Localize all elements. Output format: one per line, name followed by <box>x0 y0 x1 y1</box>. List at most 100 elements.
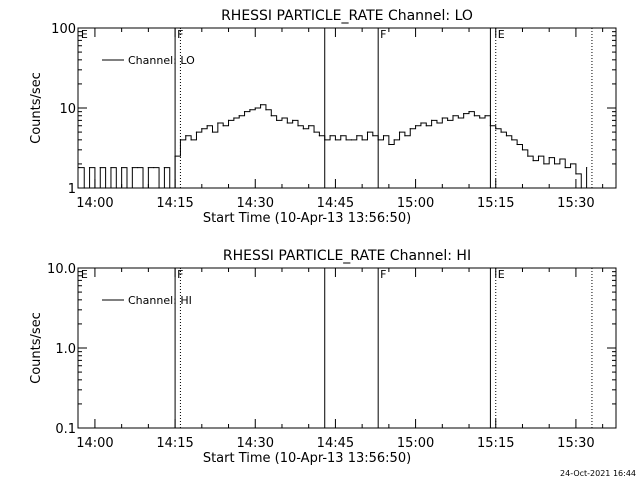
y-tick-label: 10.0 <box>47 262 76 277</box>
data-point <box>447 119 449 121</box>
data-point <box>372 135 374 137</box>
x-tick-label: 15:15 <box>477 196 514 211</box>
x-axis-label: Start Time (10-Apr-13 13:56:50) <box>203 211 411 226</box>
data-point <box>105 187 107 189</box>
data-point <box>580 187 582 189</box>
event-marker-label: F <box>380 268 386 281</box>
data-point <box>270 115 272 117</box>
data-point <box>521 149 524 151</box>
data-point <box>302 128 304 130</box>
event-marker-label: E <box>81 28 88 41</box>
event-marker-label: E <box>81 268 88 281</box>
data-point <box>201 128 203 130</box>
data-point <box>436 122 438 124</box>
plot-frame <box>77 27 617 189</box>
data-point <box>382 135 385 137</box>
data-point <box>131 166 133 169</box>
y-tick-label: 0.1 <box>55 422 76 437</box>
data-point <box>158 187 160 189</box>
data-point <box>313 131 315 133</box>
data-point <box>185 135 187 137</box>
data-point <box>324 139 326 141</box>
legend-label: Channel: LO <box>128 54 195 67</box>
x-tick-label: 14:45 <box>317 436 354 451</box>
data-point <box>227 119 230 121</box>
data-point <box>409 128 411 130</box>
data-point <box>495 128 497 130</box>
x-tick-label: 14:00 <box>76 436 113 451</box>
data-point <box>121 166 123 169</box>
legend-label: Channel: HI <box>128 294 192 307</box>
x-tick-label: 15:00 <box>397 196 434 211</box>
x-tick-label: 14:00 <box>76 196 113 211</box>
event-marker-label: F <box>380 28 386 41</box>
data-point <box>265 109 267 111</box>
event-marker-label: E <box>498 268 505 281</box>
data-point <box>527 155 529 157</box>
data-point <box>222 125 224 127</box>
data-point <box>276 119 278 121</box>
data-point <box>463 113 465 115</box>
data-point <box>153 166 155 169</box>
data-point <box>88 166 91 169</box>
data-point <box>452 115 454 117</box>
data-point <box>308 125 310 127</box>
y-axis-label: Counts/sec <box>29 72 44 144</box>
data-point <box>511 139 513 141</box>
x-tick-label: 14:30 <box>237 196 274 211</box>
data-point <box>350 139 353 141</box>
data-point <box>78 166 80 169</box>
data-point <box>137 166 139 169</box>
data-point <box>281 117 283 119</box>
data-point <box>83 187 85 189</box>
data-point <box>532 160 534 162</box>
x-tick-label: 15:15 <box>477 436 514 451</box>
x-tick-label: 15:30 <box>557 196 594 211</box>
data-point <box>340 135 342 137</box>
timestamp-footer: 24-Oct-2021 16:44 <box>560 469 636 478</box>
data-point <box>286 122 288 124</box>
data-point <box>586 166 588 169</box>
data-point <box>249 109 251 111</box>
data-point <box>169 187 171 189</box>
event-marker-label: F <box>177 28 183 41</box>
data-point <box>441 117 443 119</box>
data-point <box>206 125 208 127</box>
x-tick-label: 14:15 <box>156 196 193 211</box>
data-point <box>425 125 427 127</box>
data-point <box>414 125 417 127</box>
data-point <box>142 187 144 189</box>
data-point <box>543 163 545 165</box>
x-tick-label: 14:15 <box>156 436 193 451</box>
data-point <box>318 135 320 137</box>
data-point <box>195 131 198 133</box>
chart-title: RHESSI PARTICLE_RATE Channel: HI <box>223 248 471 264</box>
data-point <box>238 115 240 117</box>
data-point <box>457 117 459 119</box>
x-tick-label: 15:30 <box>557 436 594 451</box>
lo-channel-panel: RHESSI PARTICLE_RATE Channel: LO Counts/s… <box>29 8 617 226</box>
data-point <box>356 135 358 137</box>
data-point <box>484 115 486 117</box>
x-axis-label: Start Time (10-Apr-13 13:56:50) <box>203 451 411 466</box>
data-point <box>254 107 256 109</box>
event-marker-label: F <box>177 268 183 281</box>
data-point <box>115 187 117 189</box>
data-point <box>468 111 470 113</box>
hi-channel-panel: RHESSI PARTICLE_RATE Channel: HI Counts/s… <box>29 248 617 466</box>
data-point <box>569 163 572 165</box>
data-point <box>345 139 347 141</box>
data-point <box>147 166 149 169</box>
y-tick-label: 1.0 <box>55 342 76 357</box>
x-tick-label: 15:00 <box>397 436 434 451</box>
data-point <box>329 135 331 137</box>
data-point <box>361 139 363 141</box>
data-point <box>163 166 166 169</box>
data-point <box>243 111 246 113</box>
data-point <box>334 139 337 141</box>
event-marker-label: E <box>498 28 505 41</box>
data-point <box>179 139 182 141</box>
data-point <box>553 163 556 165</box>
data-point <box>548 156 550 159</box>
